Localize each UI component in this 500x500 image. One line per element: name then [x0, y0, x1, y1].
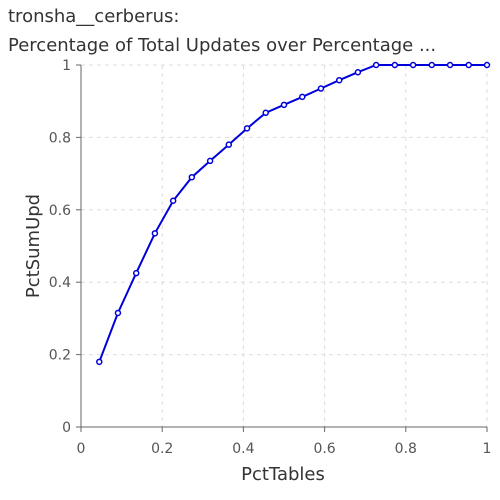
data-point: [132, 269, 140, 277]
data-point: [317, 85, 325, 92]
data-point: [372, 61, 380, 69]
series-layer: [96, 61, 491, 366]
data-point: [206, 157, 214, 165]
data-point: [96, 358, 103, 366]
y-tick-label: 0.2: [49, 348, 71, 364]
chart-title-line-1: tronsha__cerberus:: [8, 6, 179, 27]
x-axis-title: PctTables: [241, 464, 325, 485]
x-tick-label: 0.4: [232, 441, 254, 457]
data-point: [243, 125, 251, 132]
data-point: [335, 76, 343, 84]
x-tick-label: 0.2: [151, 441, 173, 457]
y-tick-label: 1: [62, 58, 71, 74]
x-tick-label: 1: [483, 441, 492, 457]
data-point: [483, 61, 491, 69]
x-tick-label: 0: [77, 441, 86, 457]
y-tick-label: 0.6: [49, 203, 71, 219]
data-point: [409, 61, 417, 69]
data-point: [151, 230, 159, 237]
data-point: [446, 61, 454, 69]
chart-title-line-2: Percentage of Total Updates over Percent…: [8, 35, 436, 56]
data-point: [354, 68, 362, 76]
y-tick-label: 0.8: [49, 130, 71, 146]
data-point: [188, 173, 196, 181]
data-point: [391, 61, 399, 69]
data-point: [262, 109, 269, 117]
y-tick-label: 0.4: [49, 275, 71, 291]
data-point: [465, 61, 472, 69]
data-point: [225, 141, 233, 148]
x-tick-label: 0.6: [313, 441, 335, 457]
tick-labels: 0 0.2 0.4 0.6 0.8 1 0 0.2 0.4 0.6 0.8 1: [49, 58, 492, 457]
x-tick-label: 0.8: [395, 441, 417, 457]
data-point: [428, 61, 436, 69]
grid-lines: [80, 64, 488, 428]
y-axis-title: PctSumUpd: [23, 194, 44, 298]
data-point: [169, 197, 177, 204]
series-line: [98, 64, 487, 363]
data-point: [299, 93, 306, 101]
y-tick-label: 0: [62, 420, 71, 436]
data-point: [114, 309, 122, 317]
axes: [76, 64, 488, 432]
data-point: [280, 101, 288, 109]
